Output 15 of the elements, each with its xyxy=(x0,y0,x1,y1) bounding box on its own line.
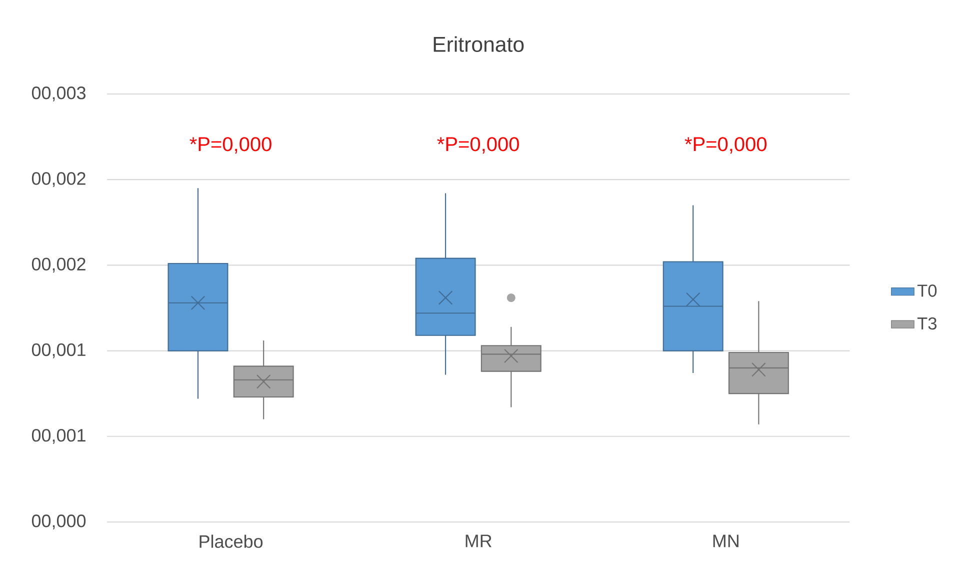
y-tick-label: 00,001 xyxy=(32,343,86,358)
y-tick-label: 00,002 xyxy=(32,258,86,273)
annotation: *P=0,000 xyxy=(437,137,519,154)
legend-label: T3 xyxy=(917,317,937,330)
y-tick-label: 00,000 xyxy=(32,514,86,530)
chart-title: Eritronato xyxy=(434,36,524,52)
y-tick-label: 00,002 xyxy=(32,172,86,188)
legend-label: T0 xyxy=(917,284,937,297)
annotation: *P=0,000 xyxy=(684,137,767,154)
x-tick-label: Placebo xyxy=(200,534,263,548)
x-tick-label: MR xyxy=(466,534,492,548)
x-tick-label: MN xyxy=(713,534,738,548)
annotation: *P=0,000 xyxy=(190,137,272,154)
y-tick-label: 00,001 xyxy=(32,428,86,444)
y-tick-label: 00,003 xyxy=(32,86,86,102)
